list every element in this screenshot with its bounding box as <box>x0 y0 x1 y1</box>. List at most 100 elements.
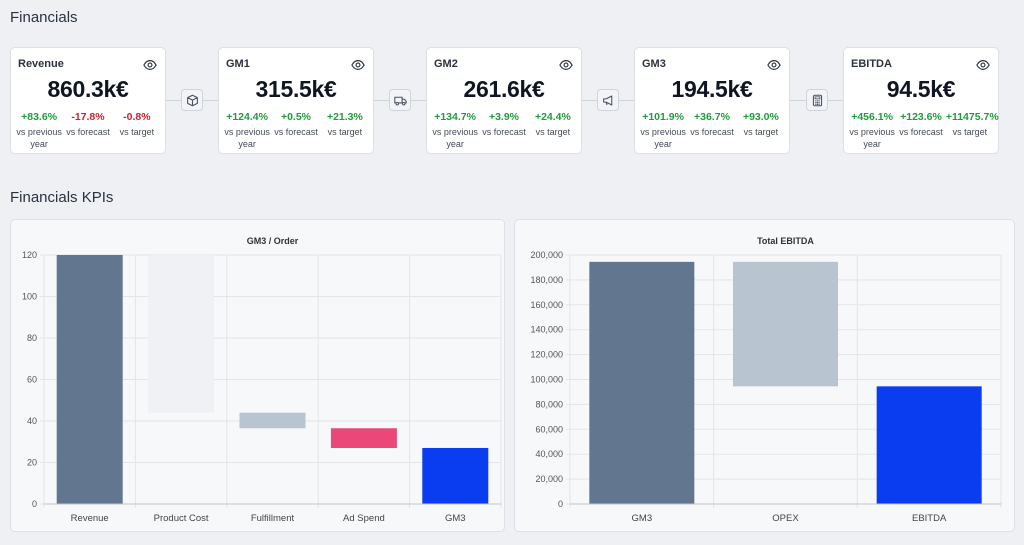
y-tick-label: 40,000 <box>535 449 563 459</box>
x-category-label: GM3 <box>445 513 466 524</box>
y-tick-label: 100 <box>22 292 37 302</box>
x-category-label: Revenue <box>71 513 109 524</box>
stat-label: vs forecast <box>66 127 110 137</box>
x-category-label: Fulfillment <box>251 513 295 524</box>
kpi-card-title: GM2 <box>434 58 458 70</box>
y-tick-label: 60,000 <box>535 424 563 434</box>
x-category-label: Ad Spend <box>343 513 385 524</box>
eye-icon[interactable] <box>143 58 157 70</box>
kpi-card-ebitda: EBITDA 94.5k€ +456.1% vs previous year +… <box>843 47 999 154</box>
megaphone-icon <box>597 89 619 111</box>
stat-label: vs forecast <box>690 127 734 137</box>
stat-label: vs previous year <box>849 127 895 149</box>
kpi-stat: +101.9% vs previous year <box>639 111 687 150</box>
kpi-card-value: 194.5k€ <box>671 76 753 102</box>
y-tick-label: 100,000 <box>530 375 563 385</box>
chart-title: Total EBITDA <box>757 236 814 246</box>
kpi-stat: -17.8% vs forecast <box>64 111 112 150</box>
stat-label: vs forecast <box>899 127 943 137</box>
x-category-label: GM3 <box>632 513 653 524</box>
bar-gm3[interactable] <box>422 447 489 504</box>
kpi-card-gm2: GM2 261.6k€ +134.7% vs previous year +3.… <box>426 47 582 154</box>
kpi-card-title: GM1 <box>226 58 250 70</box>
stat-delta: -0.8% <box>123 111 151 123</box>
stat-label: vs previous year <box>16 127 62 149</box>
chart-title: GM3 / Order <box>247 236 299 246</box>
y-tick-label: 160,000 <box>530 300 563 310</box>
stat-label: vs previous year <box>432 127 478 149</box>
kpi-stat: +456.1% vs previous year <box>848 111 896 150</box>
y-tick-label: 0 <box>32 499 37 509</box>
kpi-card-stats: +124.4% vs previous year +0.5% vs foreca… <box>223 111 369 150</box>
financials-heading: Financials <box>10 9 78 26</box>
kpi-stat: +134.7% vs previous year <box>431 111 479 150</box>
bar-ebitda[interactable] <box>876 386 982 504</box>
stat-label: vs target <box>327 127 363 137</box>
y-tick-label: 200,000 <box>530 250 563 260</box>
eye-icon[interactable] <box>559 58 573 70</box>
x-category-label: OPEX <box>772 513 799 524</box>
kpi-card-value: 315.5k€ <box>255 76 337 102</box>
kpi-card-title: GM3 <box>642 58 666 70</box>
bar-product-cost[interactable] <box>148 255 215 413</box>
stat-delta: +124.4% <box>226 111 268 123</box>
stat-delta: +0.5% <box>280 111 312 123</box>
stat-delta: +456.1% <box>851 111 893 123</box>
kpi-stat: +11475.7% vs target <box>945 111 999 150</box>
stat-label: vs previous year <box>640 127 686 149</box>
kpi-card-title: Revenue <box>18 58 64 70</box>
kpi-card-stats: +101.9% vs previous year +36.7% vs forec… <box>639 111 785 150</box>
y-tick-label: 120 <box>22 250 37 260</box>
y-tick-label: 140,000 <box>530 325 563 335</box>
eye-icon[interactable] <box>767 58 781 70</box>
kpi-stat: +36.7% vs forecast <box>688 111 736 150</box>
x-category-label: Product Cost <box>154 513 209 524</box>
stat-delta: +36.7% <box>694 111 730 123</box>
bar-ad-spend[interactable] <box>330 428 397 448</box>
bar-gm3[interactable] <box>589 261 695 504</box>
kpi-card-gm3: GM3 194.5k€ +101.9% vs previous year +36… <box>634 47 790 154</box>
kpi-stat: +0.5% vs forecast <box>272 111 320 150</box>
stat-delta: +21.3% <box>326 111 363 123</box>
box-icon <box>181 89 203 111</box>
stat-delta: +11475.7% <box>945 111 999 123</box>
stat-delta: +134.7% <box>434 111 476 123</box>
y-tick-label: 0 <box>558 499 563 509</box>
calculator-icon <box>806 89 828 111</box>
kpi-stat: +3.9% vs forecast <box>480 111 528 150</box>
y-tick-label: 120,000 <box>530 350 563 360</box>
stat-label: vs previous year <box>224 127 270 149</box>
kpi-card-gm1: GM1 315.5k€ +124.4% vs previous year +0.… <box>218 47 374 154</box>
stat-delta: +83.6% <box>21 111 58 123</box>
kpi-card-title: EBITDA <box>851 58 892 70</box>
bar-opex[interactable] <box>733 261 838 387</box>
y-tick-label: 20 <box>27 458 37 468</box>
kpi-stat: +24.4% vs target <box>529 111 577 150</box>
bar-fulfillment[interactable] <box>239 412 306 429</box>
y-tick-label: 80,000 <box>535 399 563 409</box>
kpi-card-value: 94.5k€ <box>886 76 956 102</box>
stat-delta: +101.9% <box>642 111 684 123</box>
eye-icon[interactable] <box>351 58 365 70</box>
stat-delta: -17.8% <box>71 111 105 123</box>
y-tick-label: 80 <box>27 333 37 343</box>
stat-label: vs target <box>535 127 571 137</box>
financials-kpis-heading: Financials KPIs <box>10 189 114 206</box>
kpi-card-revenue: Revenue 860.3k€ +83.6% vs previous year … <box>10 47 166 154</box>
eye-icon[interactable] <box>976 58 990 70</box>
stat-label: vs target <box>743 127 779 137</box>
total-ebitda-chart-panel: Total EBITDA 0 20,000 40,000 60,000 80,000 100… <box>514 219 1015 532</box>
truck-icon <box>389 89 411 111</box>
kpi-card-stats: +456.1% vs previous year +123.6% vs fore… <box>848 111 999 150</box>
kpi-stat: +124.4% vs previous year <box>223 111 271 150</box>
y-tick-label: 60 <box>27 375 37 385</box>
stat-label: vs target <box>119 127 155 137</box>
stat-delta: +123.6% <box>900 111 942 123</box>
stat-delta: +93.0% <box>742 111 779 123</box>
kpi-card-value: 860.3k€ <box>47 76 129 102</box>
stat-label: vs forecast <box>482 127 526 137</box>
stat-delta: +3.9% <box>488 111 520 123</box>
kpi-card-value: 261.6k€ <box>463 76 545 102</box>
y-tick-label: 180,000 <box>530 275 563 285</box>
bar-revenue[interactable] <box>56 255 123 504</box>
